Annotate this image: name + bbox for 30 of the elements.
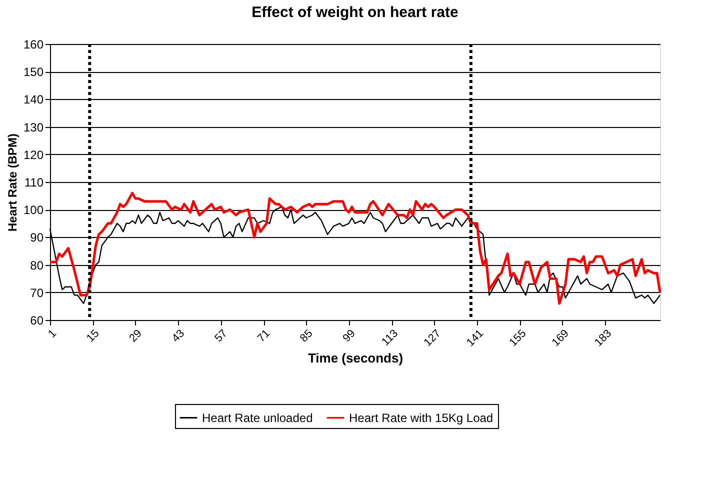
x-tick-label: 169 bbox=[550, 328, 572, 349]
y-tick-label: 60 bbox=[30, 314, 44, 328]
y-tick-label: 100 bbox=[23, 203, 44, 218]
legend-label: Heart Rate unloaded bbox=[202, 410, 313, 425]
x-tick-label: 113 bbox=[380, 328, 401, 348]
x-tick-label: 1 bbox=[46, 328, 59, 340]
y-tick-label: 150 bbox=[23, 65, 44, 80]
x-tick-label: 85 bbox=[298, 328, 316, 345]
y-axis-title: Heart Rate (BPM) bbox=[5, 133, 20, 232]
x-tick-label: 15 bbox=[84, 328, 102, 345]
x-tick-label: 141 bbox=[464, 328, 486, 349]
x-tick-label: 155 bbox=[507, 328, 529, 349]
x-tick-label: 43 bbox=[170, 328, 188, 345]
x-tick-label: 183 bbox=[592, 328, 614, 349]
x-tick-label: 29 bbox=[127, 328, 144, 345]
x-tick-label: 71 bbox=[255, 328, 272, 345]
y-tick-label: 90 bbox=[30, 230, 44, 245]
y-tick-label: 160 bbox=[23, 38, 44, 52]
y-tick-label: 120 bbox=[23, 148, 44, 162]
y-tick-label: 110 bbox=[24, 176, 44, 190]
y-tick-label: 80 bbox=[30, 258, 44, 272]
legend-label: Heart Rate with 15Kg Load bbox=[349, 410, 494, 425]
y-tick-label: 140 bbox=[23, 92, 44, 107]
x-tick-label: 57 bbox=[212, 328, 230, 345]
chart-title: Effect of weight on heart rate bbox=[252, 4, 458, 21]
x-tick-label: 127 bbox=[422, 328, 444, 349]
y-tick-label: 130 bbox=[23, 120, 44, 134]
x-tick-label: 99 bbox=[340, 328, 358, 345]
x-axis-title: Time (seconds) bbox=[308, 350, 404, 366]
y-tick-label: 70 bbox=[30, 286, 44, 300]
